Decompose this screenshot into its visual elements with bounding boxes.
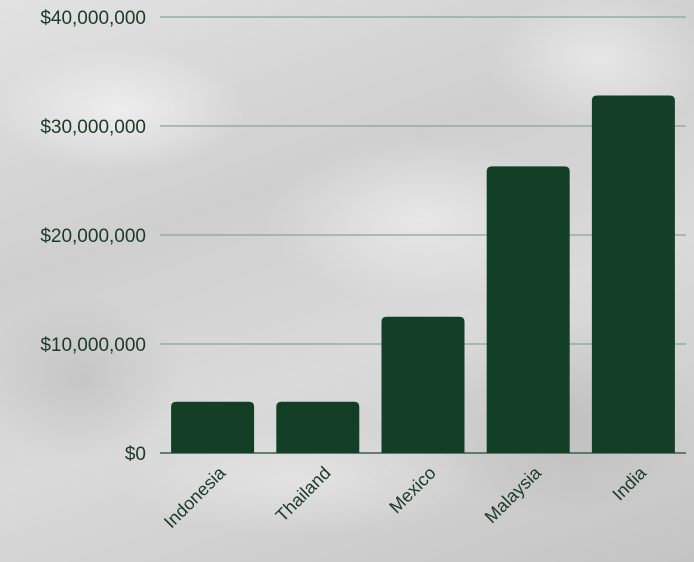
bar-malaysia [486,166,570,453]
y-tick-label: $20,000,000 [40,226,146,247]
y-tick-label: $10,000,000 [40,335,146,356]
y-tick-label: $40,000,000 [40,8,146,29]
x-category-label: Mexico [385,463,439,517]
x-category-label: Indonesia [160,462,230,532]
y-tick-label: $0 [125,444,146,465]
y-tick-label: $30,000,000 [40,117,146,138]
bar-indonesia [171,401,255,453]
x-category-label: Malaysia [481,462,546,527]
x-category-label: Thailand [272,463,335,526]
y-axis-tick-labels: $0 $10,000,000 $20,000,000 $30,000,000 $40,0… [40,8,146,465]
bars [171,95,675,453]
bar-india [591,95,675,453]
bar-mexico [381,316,465,453]
x-category-label: India [608,462,650,504]
x-axis-category-labels: Indonesia Thailand Mexico Malaysia India [160,462,651,532]
bar-thailand [276,401,360,453]
